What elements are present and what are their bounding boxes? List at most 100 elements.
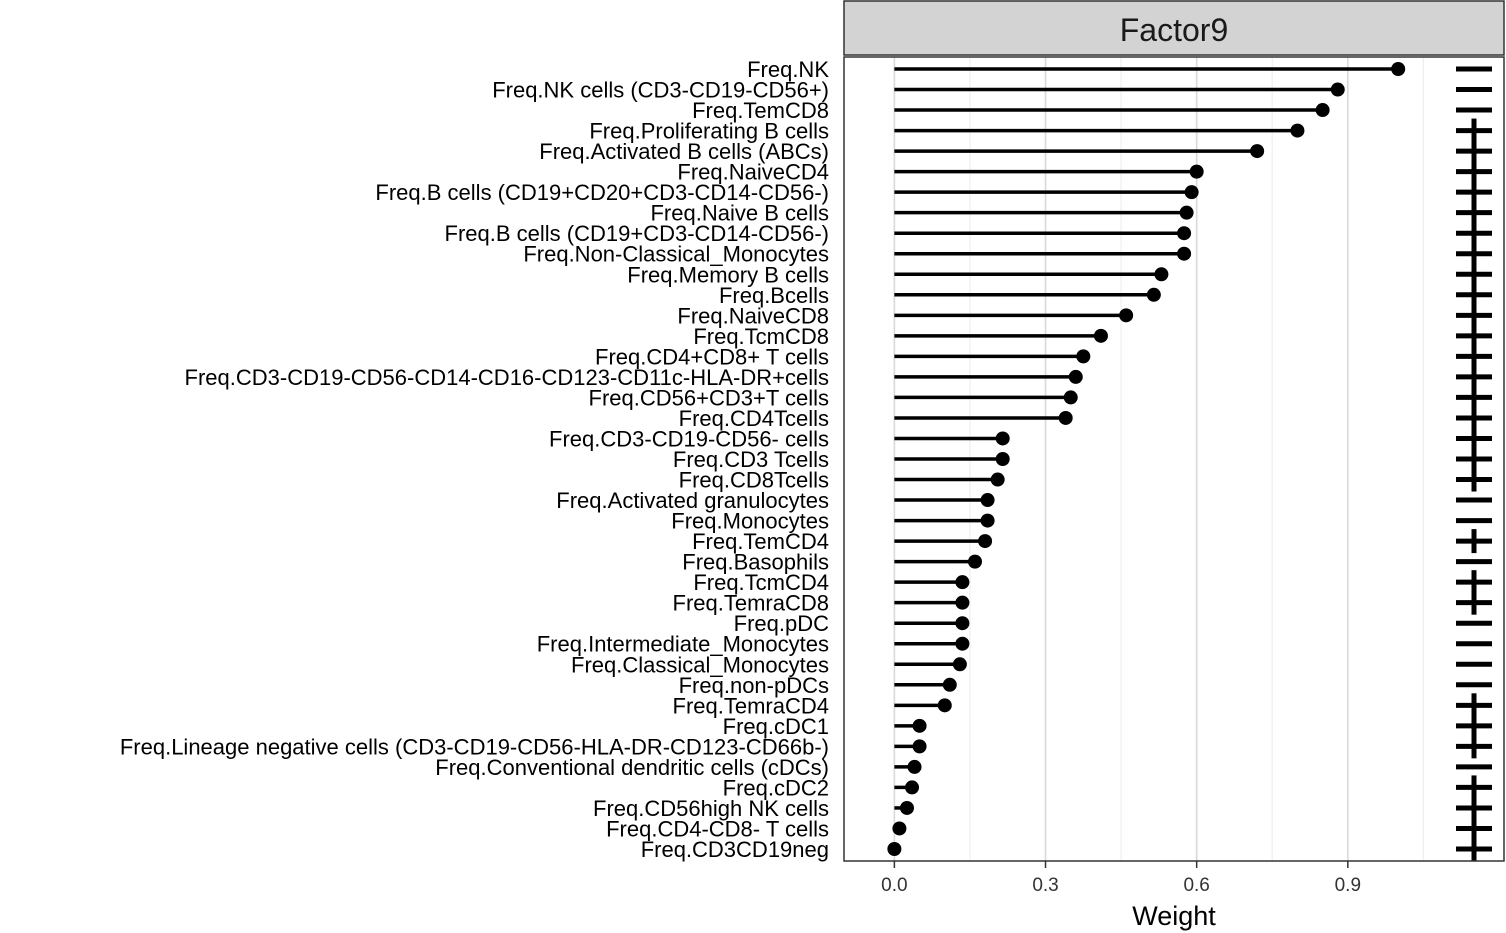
lollipop-point (1290, 123, 1305, 138)
lollipop-points (887, 62, 1406, 856)
lollipop-point (907, 759, 922, 774)
category-label: Freq.Lineage negative cells (CD3-CD19-CD… (120, 734, 829, 759)
plus-sign-marker (1456, 467, 1492, 492)
lollipop-point (1058, 410, 1073, 425)
category-label: Freq.TcmCD4 (693, 570, 829, 595)
lollipop-point (1184, 185, 1199, 200)
lollipop-point (967, 554, 982, 569)
category-label: Freq.Activated granulocytes (556, 488, 829, 513)
plus-sign-marker (1456, 159, 1492, 184)
plus-sign-marker (1456, 529, 1492, 554)
lollipop-point (1068, 369, 1083, 384)
category-label: Freq.NaiveCD4 (677, 160, 829, 185)
plus-sign-marker (1456, 693, 1492, 718)
category-label: Freq.CD3-CD19-CD56-CD14-CD16-CD123-CD11c… (185, 365, 829, 390)
facet-strip-background (843, 0, 1505, 56)
lollipop-point (937, 698, 952, 713)
lollipop-point (1177, 246, 1192, 261)
lollipop-point (995, 452, 1010, 466)
plus-sign-marker (1456, 200, 1492, 225)
lollipop-point (912, 739, 927, 754)
category-label: Freq.TemraCD4 (673, 693, 829, 718)
category-label: Freq.CD56+CD3+T cells (589, 385, 829, 410)
lollipop-point (1063, 390, 1078, 405)
plus-sign-marker (1456, 344, 1492, 369)
lollipop-point (1179, 205, 1194, 220)
lollipop-point (1189, 164, 1204, 179)
category-label: Freq.NK cells (CD3-CD19-CD56+) (492, 78, 829, 103)
plus-sign-marker (1456, 221, 1492, 246)
category-label: Freq.TemCD4 (692, 529, 829, 554)
lollipop-point (1391, 62, 1406, 76)
lollipop-stems (894, 67, 1399, 831)
category-label: Freq.CD4-CD8- T cells (606, 816, 829, 841)
plus-sign-marker (1456, 447, 1492, 471)
facet-title: Factor9 (1120, 12, 1228, 48)
plus-sign-marker (1456, 118, 1492, 143)
sign-markers (1456, 66, 1492, 861)
category-label: Freq.TemraCD8 (673, 591, 829, 616)
x-tick-label: 0.3 (1032, 875, 1058, 896)
lollipop-point (980, 493, 995, 508)
plus-sign-marker (1456, 139, 1492, 164)
category-label: Freq.CD3 Tcells (673, 447, 829, 472)
lollipop-point (1093, 328, 1108, 343)
category-label: Freq.cDC2 (723, 775, 829, 800)
plus-sign-marker (1456, 837, 1492, 861)
category-label: Freq.Monocytes (671, 509, 829, 534)
lollipop-point (1330, 82, 1345, 97)
plus-sign-marker (1456, 180, 1492, 205)
plus-sign-marker (1456, 241, 1492, 266)
plus-sign-marker (1456, 713, 1492, 738)
category-label: Freq.CD4+CD8+ T cells (595, 344, 829, 369)
category-label: Freq.CD3CD19neg (641, 837, 829, 862)
lollipop-point (899, 800, 914, 815)
x-tick-label: 0.9 (1335, 875, 1361, 896)
category-label: Freq.Proliferating B cells (589, 119, 829, 144)
lollipop-point (955, 616, 970, 631)
plus-sign-marker (1456, 323, 1492, 348)
category-label: Freq.Bcells (719, 283, 829, 308)
category-label: Freq.B cells (CD19+CD3-CD14-CD56-) (445, 221, 829, 246)
lollipop-point (1154, 267, 1169, 282)
lollipop-point (892, 821, 907, 836)
lollipop-point (995, 431, 1010, 446)
category-label: Freq.Memory B cells (627, 262, 829, 287)
category-label: Freq.TcmCD8 (693, 324, 829, 349)
plus-sign-marker (1456, 303, 1492, 328)
category-label: Freq.Basophils (682, 550, 829, 575)
lollipop-point (978, 534, 993, 549)
category-label: Freq.CD8Tcells (679, 468, 829, 493)
lollipop-point (1076, 349, 1091, 364)
lollipop-point (905, 780, 920, 795)
panel-border (843, 56, 1505, 862)
plus-sign-marker (1456, 385, 1492, 410)
category-label: Freq.Classical_Monocytes (571, 652, 829, 677)
lollipop-point (912, 718, 927, 733)
lollipop-point (955, 636, 970, 651)
category-label: Freq.TemCD8 (692, 98, 829, 123)
category-label: Freq.CD56high NK cells (593, 796, 829, 821)
lollipop-point (942, 677, 957, 692)
x-axis-title: Weight (1132, 901, 1216, 931)
x-tick-label: 0.0 (881, 875, 907, 896)
category-label: Freq.Non-Classical_Monocytes (523, 242, 829, 267)
plus-sign-marker (1456, 570, 1492, 595)
category-label: Freq.Activated B cells (ABCs) (539, 139, 829, 164)
lollipop-point (990, 472, 1005, 487)
plus-sign-marker (1456, 734, 1492, 759)
lollipop-point (1146, 287, 1161, 302)
plus-sign-marker (1456, 795, 1492, 820)
plus-sign-marker (1456, 364, 1492, 389)
plus-sign-marker (1456, 775, 1492, 800)
plus-sign-marker (1456, 405, 1492, 430)
plus-sign-marker (1456, 282, 1492, 307)
plus-sign-marker (1456, 426, 1492, 451)
lollipop-point (955, 575, 970, 590)
lollipop-point (887, 842, 902, 856)
plus-sign-marker (1456, 262, 1492, 287)
lollipop-point (1250, 144, 1265, 159)
lollipop-point (952, 657, 967, 672)
category-label: Freq.non-pDCs (679, 673, 829, 698)
